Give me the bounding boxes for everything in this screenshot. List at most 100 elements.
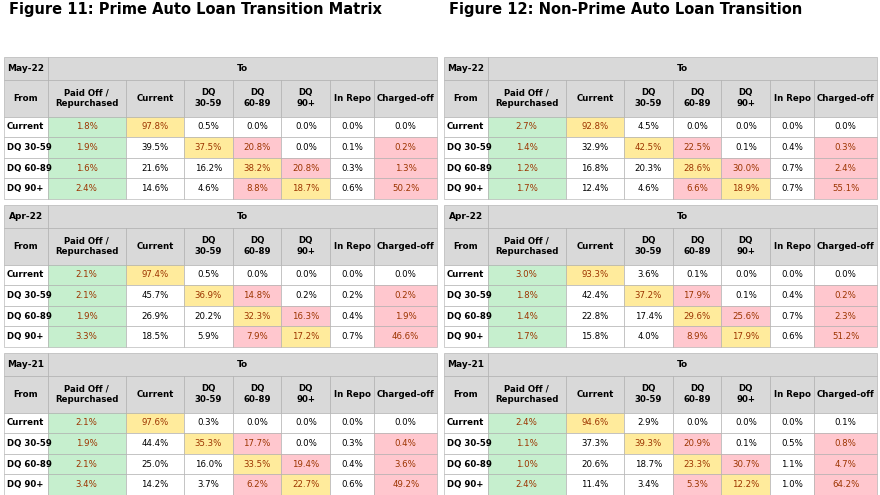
- Bar: [126, 80, 184, 117]
- Bar: [48, 353, 437, 376]
- Bar: [814, 178, 877, 199]
- Bar: [330, 433, 374, 454]
- Text: 2.1%: 2.1%: [76, 459, 98, 469]
- Bar: [4, 413, 48, 433]
- Bar: [722, 178, 770, 199]
- Text: DQ
60-89: DQ 60-89: [244, 237, 271, 256]
- Bar: [374, 376, 437, 413]
- Bar: [770, 306, 814, 326]
- Bar: [488, 413, 566, 433]
- Bar: [184, 137, 233, 158]
- Text: Charged-off: Charged-off: [377, 242, 435, 250]
- Bar: [566, 80, 624, 117]
- Text: 35.3%: 35.3%: [194, 439, 222, 448]
- Text: 0.1%: 0.1%: [735, 143, 757, 152]
- Bar: [126, 454, 184, 474]
- Text: 4.0%: 4.0%: [637, 332, 659, 341]
- Bar: [4, 306, 48, 326]
- Bar: [488, 178, 566, 199]
- Bar: [374, 413, 437, 433]
- Bar: [184, 433, 233, 454]
- Bar: [184, 454, 233, 474]
- Bar: [126, 285, 184, 306]
- Bar: [184, 306, 233, 326]
- Text: 2.9%: 2.9%: [637, 418, 659, 427]
- Bar: [814, 474, 877, 495]
- Bar: [814, 158, 877, 178]
- Bar: [48, 80, 126, 117]
- Text: 0.3%: 0.3%: [341, 439, 363, 448]
- Text: 2.4%: 2.4%: [516, 480, 538, 489]
- Text: DQ
90+: DQ 90+: [297, 89, 315, 108]
- Text: Current: Current: [447, 418, 484, 427]
- Text: 0.6%: 0.6%: [341, 480, 363, 489]
- Bar: [184, 158, 233, 178]
- Bar: [770, 137, 814, 158]
- Bar: [673, 80, 722, 117]
- Text: 17.9%: 17.9%: [732, 332, 759, 341]
- Text: 18.7%: 18.7%: [634, 459, 662, 469]
- Bar: [488, 285, 566, 306]
- Text: 1.1%: 1.1%: [516, 439, 538, 448]
- Bar: [330, 137, 374, 158]
- Text: DQ 90+: DQ 90+: [447, 184, 483, 193]
- Text: 32.3%: 32.3%: [244, 311, 271, 321]
- Bar: [233, 265, 282, 285]
- Text: 17.4%: 17.4%: [634, 311, 662, 321]
- Text: DQ
30-59: DQ 30-59: [634, 237, 662, 256]
- Text: 17.9%: 17.9%: [684, 291, 711, 300]
- Bar: [184, 117, 233, 137]
- Bar: [444, 158, 488, 178]
- Text: 0.7%: 0.7%: [781, 163, 803, 173]
- Bar: [488, 474, 566, 495]
- Bar: [566, 265, 624, 285]
- Text: 2.1%: 2.1%: [76, 291, 98, 300]
- Text: 0.7%: 0.7%: [781, 184, 803, 193]
- Text: 0.5%: 0.5%: [781, 439, 803, 448]
- Text: From: From: [454, 390, 479, 398]
- Text: DQ
30-59: DQ 30-59: [194, 237, 222, 256]
- Bar: [624, 413, 673, 433]
- Text: 20.8%: 20.8%: [292, 163, 319, 173]
- Bar: [624, 474, 673, 495]
- Text: May-21: May-21: [8, 360, 45, 369]
- Bar: [126, 306, 184, 326]
- Text: 32.9%: 32.9%: [581, 143, 608, 152]
- Bar: [624, 158, 673, 178]
- Text: 3.7%: 3.7%: [197, 480, 219, 489]
- Text: 0.0%: 0.0%: [781, 270, 803, 279]
- Bar: [566, 228, 624, 265]
- Text: 0.0%: 0.0%: [295, 439, 317, 448]
- Text: From: From: [14, 390, 39, 398]
- Bar: [233, 80, 282, 117]
- Text: 1.8%: 1.8%: [516, 291, 538, 300]
- Text: 3.3%: 3.3%: [76, 332, 98, 341]
- Text: To: To: [677, 360, 688, 369]
- Bar: [233, 433, 282, 454]
- Text: DQ
90+: DQ 90+: [297, 385, 315, 404]
- Bar: [330, 413, 374, 433]
- Bar: [4, 137, 48, 158]
- Bar: [282, 285, 330, 306]
- Text: 0.0%: 0.0%: [246, 270, 268, 279]
- Text: May-21: May-21: [448, 360, 485, 369]
- Bar: [488, 158, 566, 178]
- Text: DQ
30-59: DQ 30-59: [634, 89, 662, 108]
- Bar: [770, 265, 814, 285]
- Bar: [444, 205, 488, 228]
- Text: 51.2%: 51.2%: [832, 332, 860, 341]
- Bar: [48, 326, 126, 347]
- Bar: [722, 228, 770, 265]
- Text: DQ
60-89: DQ 60-89: [684, 237, 711, 256]
- Bar: [374, 228, 437, 265]
- Text: Current: Current: [136, 242, 173, 250]
- Bar: [4, 353, 48, 376]
- Text: DQ
30-59: DQ 30-59: [194, 385, 222, 404]
- Bar: [814, 433, 877, 454]
- Bar: [126, 137, 184, 158]
- Bar: [770, 228, 814, 265]
- Text: 1.2%: 1.2%: [516, 163, 538, 173]
- Bar: [444, 454, 488, 474]
- Text: In Repo: In Repo: [334, 390, 370, 398]
- Text: 0.7%: 0.7%: [781, 311, 803, 321]
